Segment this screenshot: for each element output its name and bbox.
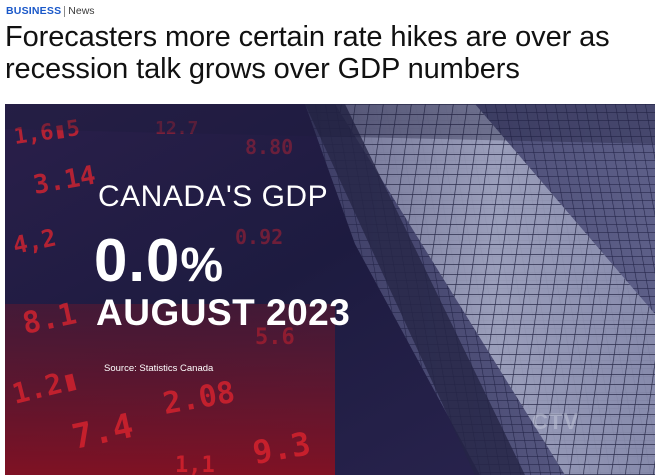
gdp-value-unit: % (180, 239, 225, 292)
breadcrumb-section-link[interactable]: BUSINESS (6, 5, 62, 17)
ctv-watermark-logo: CTV (532, 409, 579, 434)
gdp-value: 0.0% (94, 229, 224, 298)
svg-text:1,1: 1,1 (175, 453, 215, 475)
article-headline: Forecasters more certain rate hikes are … (5, 21, 610, 85)
breadcrumb-subsection-link[interactable]: News (68, 5, 95, 17)
svg-text:0.92: 0.92 (235, 225, 283, 249)
hero-background-graphic: 1,6▮5 3.14 12.7 8.80 4,2 8.1 0.92 5.6 1.… (5, 104, 655, 475)
breadcrumb-divider (64, 5, 66, 17)
svg-text:8.80: 8.80 (245, 135, 293, 159)
gdp-period: AUGUST 2023 (96, 292, 351, 333)
svg-text:5.6: 5.6 (255, 325, 295, 350)
svg-text:12.7: 12.7 (155, 118, 198, 139)
gdp-value-number: 0.0 (94, 227, 181, 294)
gdp-source-note: Source: Statistics Canada (104, 363, 214, 374)
breadcrumb: BUSINESS News (6, 4, 95, 18)
hero-image: 1,6▮5 3.14 12.7 8.80 4,2 8.1 0.92 5.6 1.… (5, 104, 655, 475)
gdp-title: CANADA'S GDP (98, 180, 329, 213)
